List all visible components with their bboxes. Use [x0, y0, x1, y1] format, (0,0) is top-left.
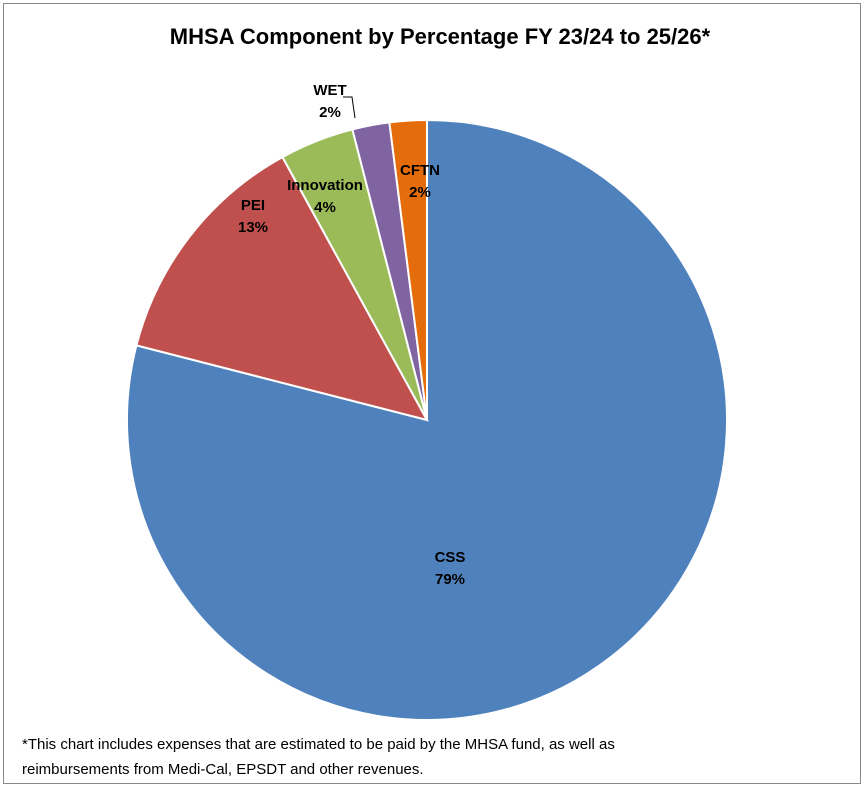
pie-slice — [135, 155, 429, 422]
slice-label: Innovation — [287, 177, 363, 194]
slice-label: PEI — [241, 197, 265, 214]
slice-label: CFTN — [400, 162, 440, 179]
footnote: reimbursements from Medi-Cal, EPSDT and … — [22, 761, 424, 778]
chart-title: MHSA Component by Percentage FY 23/24 to… — [170, 24, 711, 49]
slice-label: CSS — [435, 549, 466, 566]
footnote: *This chart includes expenses that are e… — [22, 736, 615, 753]
slice-label: WET — [313, 82, 346, 99]
slice-value-label: 13% — [238, 219, 268, 236]
slice-value-label: 2% — [409, 184, 431, 201]
slice-value-label: 2% — [319, 104, 341, 121]
slice-value-label: 79% — [435, 571, 465, 588]
slice-value-label: 4% — [314, 199, 336, 216]
leader-line — [343, 96, 356, 119]
pie-slice — [388, 118, 428, 421]
